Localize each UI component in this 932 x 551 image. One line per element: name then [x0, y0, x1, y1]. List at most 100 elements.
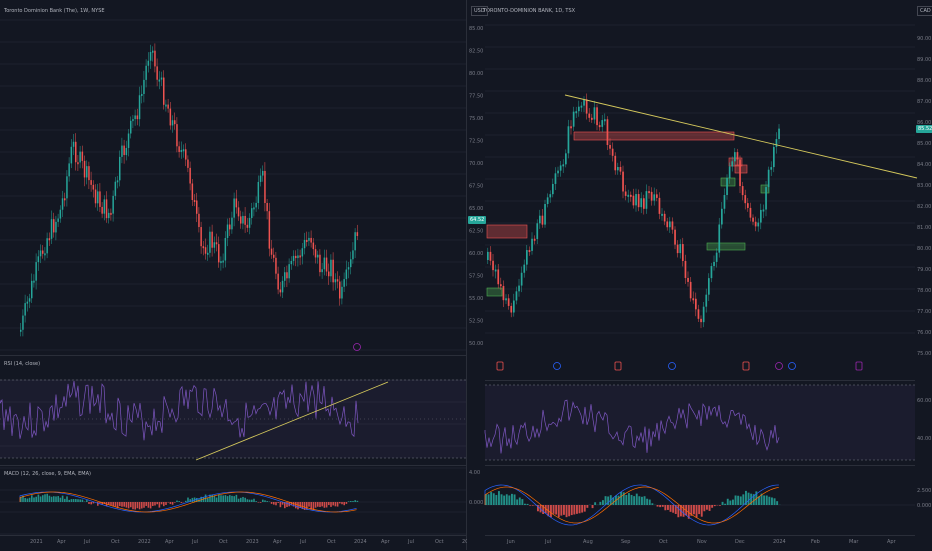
candle — [765, 187, 767, 209]
candle — [672, 221, 674, 229]
right-x-tick: Mar — [849, 539, 858, 545]
candle — [244, 216, 246, 225]
right-x-tick: Aug — [583, 539, 593, 545]
candle — [778, 129, 780, 139]
left-x-tick: Apr — [273, 539, 282, 545]
right-chart-panel[interactable]: TORONTO-DOMINION BANK, 1D, TSX USD CAD 8… — [467, 0, 932, 550]
left-x-tick: Apr — [57, 539, 66, 545]
candle — [295, 256, 297, 258]
candle — [352, 250, 354, 259]
event-earnings-icon — [615, 362, 621, 370]
candle — [148, 61, 150, 66]
candle — [192, 184, 194, 200]
candle — [77, 162, 79, 164]
right-price-tick: 80.00 — [917, 246, 931, 252]
candle — [575, 111, 577, 113]
supply-demand-zone — [707, 243, 745, 250]
candle — [568, 126, 570, 153]
candle — [588, 114, 590, 118]
left-rsi-pane[interactable]: RSI (14, close) — [0, 355, 466, 466]
candle — [544, 204, 546, 225]
candle — [60, 210, 62, 219]
candle — [503, 286, 505, 300]
candle — [604, 119, 606, 121]
candle — [346, 269, 348, 279]
candle — [110, 213, 112, 215]
candle — [286, 272, 288, 278]
candle — [183, 149, 185, 151]
candle — [560, 165, 562, 170]
candle — [729, 167, 731, 179]
candle — [674, 230, 676, 245]
right-x-tick: Nov — [697, 539, 707, 545]
supply-demand-zone — [574, 132, 734, 140]
candle — [760, 210, 762, 223]
candle — [282, 281, 284, 293]
candle — [601, 120, 603, 127]
right-x-tick: Dec — [735, 539, 745, 545]
candle — [106, 199, 108, 218]
candle — [510, 306, 512, 313]
candle — [222, 261, 224, 263]
candle — [310, 238, 312, 243]
candle — [198, 214, 200, 227]
candle — [152, 51, 154, 53]
candle — [167, 105, 169, 109]
candle — [137, 115, 139, 119]
right-price-tick: 78.00 — [917, 288, 931, 294]
candle — [534, 239, 536, 241]
right-price-tick: 79.00 — [917, 267, 931, 273]
candle — [607, 119, 609, 145]
left-price-tick: 50.00 — [469, 341, 483, 347]
candle — [71, 147, 73, 164]
candle — [51, 219, 53, 239]
candle — [609, 145, 611, 149]
candle — [679, 244, 681, 253]
right-rsi-pane[interactable] — [485, 380, 915, 466]
candle — [271, 249, 273, 255]
candle — [317, 255, 319, 258]
candle — [557, 171, 559, 174]
candle — [633, 196, 635, 206]
left-price-tick: 75.00 — [469, 116, 483, 122]
candle — [29, 298, 31, 301]
candle — [33, 281, 35, 283]
left-price-tick: 85.00 — [469, 26, 483, 32]
left-price-tick: 65.00 — [469, 206, 483, 212]
candle — [264, 171, 266, 203]
candle — [93, 185, 95, 190]
candle — [214, 242, 216, 247]
candle — [200, 227, 202, 246]
candle — [266, 203, 268, 211]
candle — [324, 258, 326, 270]
right-x-tick: Apr — [887, 539, 896, 545]
candle — [66, 176, 68, 198]
candle — [630, 195, 632, 197]
left-price-tick: 72.50 — [469, 139, 483, 145]
left-chart-panel[interactable]: Toronto Dominion Bank (The), 1W, NYSE RS… — [0, 0, 467, 550]
right-price-tag: 85.52 — [916, 125, 932, 133]
candle — [776, 139, 778, 147]
candle — [22, 316, 24, 330]
candle — [768, 170, 770, 187]
candle — [174, 120, 176, 124]
candle — [326, 258, 328, 272]
candle — [181, 150, 183, 152]
right-x-tick: 2024 — [773, 539, 786, 545]
right-macd-pane[interactable] — [485, 465, 915, 536]
left-x-tick: 2023 — [246, 539, 259, 545]
supply-demand-zone — [487, 288, 502, 296]
candle — [565, 153, 567, 164]
left-macd-pane[interactable]: MACD (12, 26, close, 9, EMA, EMA) — [0, 465, 466, 536]
candle — [487, 252, 489, 260]
candle — [523, 265, 525, 273]
candle — [242, 216, 244, 224]
candle — [638, 194, 640, 207]
left-x-tick: Oct — [219, 539, 228, 545]
candle — [90, 180, 92, 185]
left-x-tick: Jul — [300, 539, 306, 545]
candle — [711, 266, 713, 278]
candle — [529, 250, 531, 252]
